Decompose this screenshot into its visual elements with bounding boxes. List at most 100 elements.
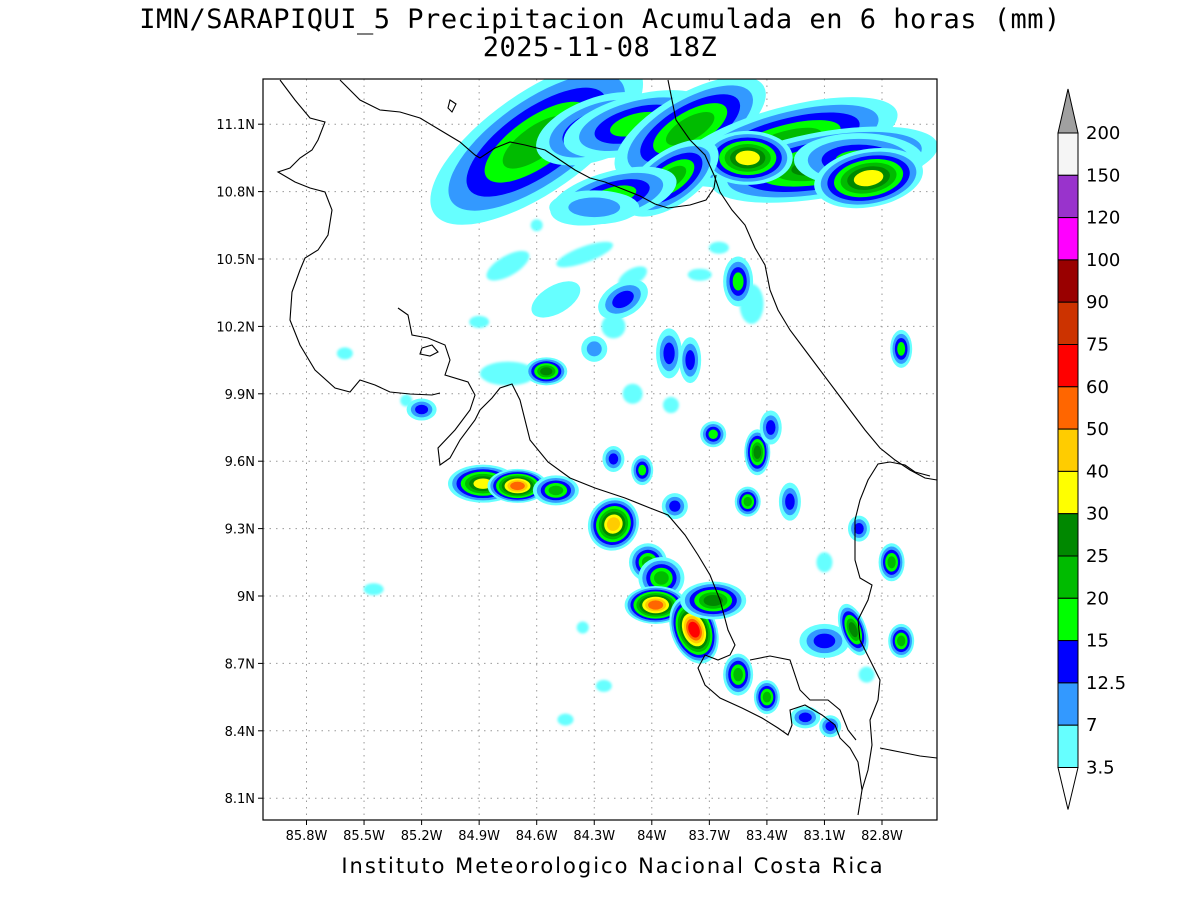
longitude-axis: 85.8W 85.5W 85.2W 84.9W 84.6W 84.3W 84W 83.7W 83…: [286, 820, 903, 844]
coastline-panama-pacific: [749, 655, 857, 741]
precip-cell: [890, 329, 913, 368]
colorbar-box: [1057, 428, 1079, 472]
precip-patch: [662, 397, 679, 414]
x-tick-label: 85.8W: [286, 829, 328, 844]
precip-patch: [576, 621, 589, 634]
precip-contour: [648, 600, 664, 610]
precip-contour: [887, 556, 896, 569]
precip-contour: [688, 621, 700, 638]
y-tick-label: 10.5N: [216, 253, 255, 268]
colorbar-box: [1057, 386, 1079, 430]
precip-cell: [734, 486, 761, 517]
x-tick-label: 84.3W: [573, 829, 615, 844]
precip-contour: [743, 496, 752, 507]
x-tick-label: 84W: [637, 829, 667, 844]
border-costa-rica-panama: [854, 461, 931, 791]
precip-contour: [638, 464, 647, 476]
precip-cell: [723, 653, 754, 696]
colorbar-box: [1057, 259, 1079, 303]
colorbar-box: [1057, 597, 1079, 642]
colorbar-label: 30: [1086, 504, 1109, 525]
precip-contour: [608, 453, 619, 465]
colorbar-box: [1057, 682, 1079, 726]
precip-cell: [799, 623, 850, 658]
x-tick-label: 82.8W: [861, 829, 903, 844]
precip-cell: [847, 515, 870, 542]
y-tick-label: 9N: [237, 590, 255, 605]
x-tick-label: 84.9W: [458, 829, 500, 844]
colorbar-box: [1057, 724, 1079, 769]
precip-cell: [790, 706, 821, 729]
precip-patch: [858, 666, 875, 683]
colorbar-label: 3.5: [1086, 758, 1115, 779]
y-tick-label: 9.6N: [225, 455, 255, 470]
precip-contour: [798, 712, 812, 723]
precip-contour: [765, 420, 776, 435]
border-nicaragua-costa-rica: [339, 79, 717, 209]
precip-cell: [888, 623, 915, 658]
coastline-nicoya: [397, 307, 863, 816]
precip-contour: [540, 367, 553, 376]
precip-contour: [825, 721, 835, 732]
precip-contour: [813, 633, 836, 649]
y-tick-label: 9.9N: [225, 388, 255, 403]
latitude-axis: 11.1N 10.8N 10.5N 10.2N 9.9N 9.6N 9.3N 9N 8.7N 8.…: [216, 118, 263, 807]
precip-patch: [557, 713, 574, 726]
precip-patch: [595, 679, 612, 692]
y-tick-label: 9.3N: [225, 523, 255, 538]
colorbar-label: 50: [1086, 419, 1109, 440]
precip-contour: [785, 493, 795, 510]
precip-cell: [759, 410, 782, 445]
precip-contour: [531, 281, 581, 318]
coastline-caribbean: [667, 79, 937, 481]
y-tick-label: 8.1N: [225, 792, 255, 807]
precip-contour: [606, 517, 620, 531]
precip-cell: [549, 190, 640, 225]
precip-cell: [680, 581, 747, 620]
precip-cell: [406, 398, 437, 421]
precip-patch: [601, 314, 626, 339]
precip-contour: [510, 481, 525, 491]
precip-cell: [723, 256, 754, 307]
precip-cell: [581, 335, 608, 362]
precip-cell: [744, 429, 771, 476]
colorbar-box: [1057, 344, 1079, 388]
precip-patch: [469, 315, 490, 328]
precip-contour: [897, 635, 906, 647]
x-tick-label: 83.1W: [804, 829, 846, 844]
colorbar-label: 120: [1086, 208, 1120, 229]
precip-contour: [685, 350, 695, 371]
precip-patch: [363, 583, 384, 596]
colorbar-label: 75: [1086, 335, 1109, 356]
x-tick-label: 85.2W: [401, 829, 443, 844]
precip-cell: [487, 468, 548, 503]
precipitation-field: [336, 79, 937, 738]
precip-cell: [631, 455, 654, 486]
precip-cell: [587, 497, 639, 551]
precip-cell: [656, 328, 683, 379]
y-tick-label: 10.8N: [216, 186, 255, 201]
precip-cell: [814, 148, 923, 209]
colorbar-label: 150: [1086, 165, 1120, 186]
precip-contour: [853, 169, 884, 187]
precip-patch: [556, 241, 613, 268]
colorbar-label: 25: [1086, 546, 1109, 567]
precip-contour: [753, 445, 762, 459]
precip-contour: [568, 197, 621, 218]
colorbar-box: [1057, 132, 1079, 176]
precip-patch: [336, 347, 353, 360]
precip-cell: [702, 130, 793, 185]
chart-subtitle-datetime: 2025-11-08 18Z: [482, 32, 718, 63]
precip-cell: [819, 715, 842, 738]
precip-cell: [532, 475, 579, 506]
colorbar-label: 12.5: [1086, 673, 1126, 694]
precip-patch: [479, 361, 536, 386]
precip-cell: [878, 543, 905, 582]
precip-patch: [816, 552, 833, 573]
precip-contour: [848, 622, 858, 638]
colorbar-box: [1057, 513, 1079, 557]
y-tick-label: 8.7N: [225, 657, 255, 672]
colorbar-legend: 200 150 120 100 90 75 60 50 40 30 25 20 15 12.5 7 3.5: [1057, 88, 1126, 810]
precip-cell: [598, 279, 648, 320]
